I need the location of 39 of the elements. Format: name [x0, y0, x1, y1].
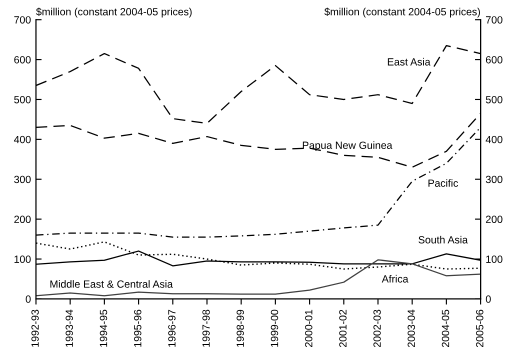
series-label: Africa	[382, 274, 408, 283]
y-tick-label: 500	[14, 96, 31, 104]
x-tick-label: 2005-06	[476, 310, 484, 348]
y-tick-label: 400	[14, 136, 31, 144]
x-tick-label: 1997-98	[202, 310, 210, 347]
x-tick-label: 1996-97	[168, 310, 176, 347]
x-tick-label: 2003-04	[408, 310, 415, 348]
y-tick-label: 600	[14, 56, 31, 64]
series-label: Papua New Guinea	[302, 141, 392, 151]
series-label: Pacific	[428, 179, 458, 187]
series-label: South Asia	[418, 236, 468, 244]
x-tick-label: 2001-02	[339, 310, 347, 348]
x-tick-label: 1992-93	[31, 310, 39, 347]
y2-tick-label: 0	[486, 295, 491, 303]
y2-tick-label: 300	[486, 176, 502, 184]
line-series	[36, 259, 481, 296]
x-tick-label: 2002-03	[373, 310, 381, 348]
x-tick-label: 1993-94	[66, 310, 73, 347]
y2-axis-title: $million (constant 2004-05 prices)	[324, 8, 480, 18]
x-tick-label: 2004-05	[442, 310, 450, 348]
y-tick-label: 300	[14, 176, 31, 184]
y2-tick-label: 200	[486, 216, 502, 224]
y2-tick-label: 600	[486, 56, 502, 64]
y-tick-label: 200	[14, 216, 31, 224]
x-tick-label: 2000-01	[305, 310, 312, 348]
x-tick-label: 1999-00	[270, 310, 278, 347]
series-label: East Asia	[388, 58, 430, 66]
y2-tick-label: 400	[486, 136, 502, 144]
y-tick-label: 0	[26, 295, 31, 303]
y2-tick-label: 700	[486, 16, 502, 24]
y2-tick-label: 100	[486, 256, 502, 263]
x-tick-label: 1998-99	[236, 310, 244, 347]
y-tick-label: 100	[14, 256, 31, 263]
y-axis-title: $million (constant 2004-05 prices)	[36, 8, 192, 18]
x-tick-label: 1995-96	[134, 310, 142, 347]
series-label: Middle East & Central Asia	[50, 280, 173, 288]
x-tick-label: 1994-95	[100, 310, 108, 347]
y2-tick-label: 500	[486, 96, 502, 104]
y-tick-label: 700	[14, 16, 31, 24]
